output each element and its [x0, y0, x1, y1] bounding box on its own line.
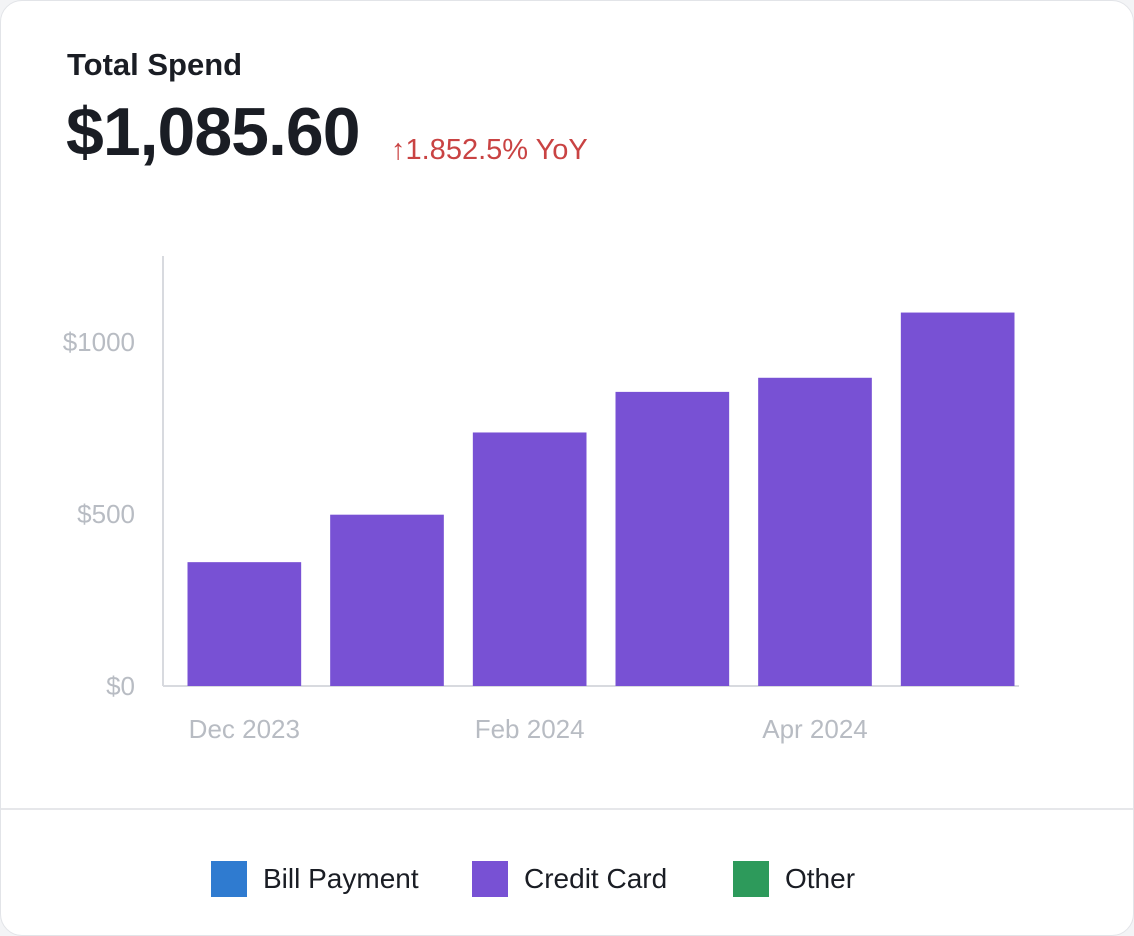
legend-label: Credit Card — [524, 863, 668, 894]
chart-legend: Bill Payment Credit Card Other — [1, 857, 1133, 901]
legend-swatch-credit-card — [472, 861, 508, 897]
bar — [615, 391, 730, 686]
bar — [472, 432, 587, 686]
x-tick-label: Apr 2024 — [762, 714, 868, 744]
legend-swatch-bill-payment — [211, 861, 247, 897]
legend-swatch-other — [733, 861, 769, 897]
legend-item-bill-payment[interactable]: Bill Payment — [211, 857, 419, 901]
card-title: Total Spend — [67, 47, 243, 82]
x-tick-label: Dec 2023 — [189, 714, 300, 744]
legend-label: Bill Payment — [263, 863, 419, 894]
legend-label: Other — [785, 863, 856, 894]
y-tick-label: $500 — [77, 499, 135, 529]
yoy-change: ↑1.852.5% YoY — [391, 134, 588, 166]
legend-divider — [1, 808, 1133, 810]
bar — [330, 514, 444, 686]
bar — [187, 562, 302, 686]
total-amount: $1,085.60 — [66, 94, 361, 170]
legend-item-credit-card[interactable]: Credit Card — [472, 857, 667, 901]
legend-item-other[interactable]: Other — [733, 857, 855, 901]
x-tick-label: Feb 2024 — [475, 714, 585, 744]
spend-bar-chart: $0 $500 $1000 Dec 2023 Feb 2024 Apr 2024 — [63, 256, 1019, 744]
y-tick-label: $0 — [106, 671, 135, 701]
bar — [758, 377, 872, 686]
bar — [900, 312, 1015, 686]
y-tick-label: $1000 — [63, 327, 135, 357]
